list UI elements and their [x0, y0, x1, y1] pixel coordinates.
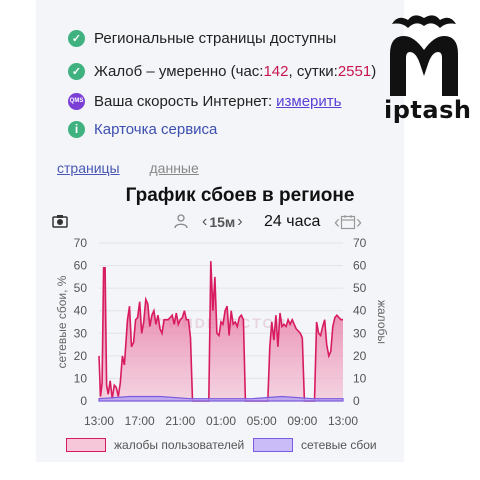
- measure-speed-link[interactable]: измерить: [276, 92, 342, 110]
- interval-value: 15м: [209, 214, 236, 230]
- x-tick-label: 17:00: [125, 414, 155, 428]
- y-tick-label-left: 40: [74, 304, 88, 318]
- complaints-area: [99, 261, 343, 401]
- y-tick-label-right: 60: [353, 259, 367, 273]
- status-speed: QMS Ваша скорость Интернет: измерить: [68, 90, 341, 112]
- info-icon: i: [68, 120, 85, 138]
- service-card-link[interactable]: Карточка сервиса: [94, 120, 218, 138]
- y-axis-label-right: жалобы: [375, 300, 389, 344]
- chart-title: График сбоев в регионе: [125, 185, 355, 206]
- period-prev-icon[interactable]: ‹: [334, 211, 340, 232]
- check-circle-icon: ✓: [68, 29, 85, 47]
- qms-icon: QMS: [68, 92, 85, 110]
- y-tick-label-left: 0: [80, 394, 87, 408]
- x-tick-label: 05:00: [247, 414, 277, 428]
- period-selector[interactable]: 24 часа: [264, 211, 320, 233]
- complaints-day-count: 2551: [337, 62, 372, 80]
- y-tick-label-left: 20: [74, 349, 88, 363]
- tab-pages[interactable]: страницы: [57, 160, 120, 176]
- user-icon[interactable]: [173, 213, 189, 229]
- y-axis-right: 0 10 20 30 40 50 60 70: [353, 236, 367, 408]
- legend-complaints[interactable]: жалобы пользователей: [66, 438, 244, 452]
- calendar-icon[interactable]: [340, 214, 356, 230]
- chevron-left-icon[interactable]: ‹: [202, 213, 208, 230]
- period-value: 24 часа: [264, 213, 321, 230]
- y-tick-label-left: 60: [74, 259, 88, 273]
- interval-selector[interactable]: ‹ 15м ›: [202, 211, 243, 233]
- y-tick-label-left: 30: [74, 326, 88, 340]
- x-tick-label: 01:00: [206, 414, 236, 428]
- legend-label-outages: сетевые сбои: [301, 438, 377, 452]
- y-axis-label-left: сетевые сбои, %: [55, 275, 69, 368]
- service-card[interactable]: i Карточка сервиса: [68, 118, 217, 140]
- legend-label-complaints: жалобы пользователей: [114, 438, 245, 452]
- legend-swatch-outages: [253, 438, 293, 452]
- x-axis: 13:00 17:00 21:00 01:00 05:00 09:00 13:00: [84, 414, 358, 428]
- complaints-hour-count: 142: [263, 62, 289, 80]
- outages-area: [98, 395, 344, 402]
- speed-text: Ваша скорость Интернет:: [94, 92, 273, 110]
- x-tick-label: 21:00: [165, 414, 195, 428]
- y-tick-label-right: 40: [353, 304, 367, 318]
- x-tick-label: 09:00: [287, 414, 317, 428]
- status-pages-text: Региональные страницы доступны: [94, 29, 337, 47]
- status-pages: ✓ Региональные страницы доступны: [68, 27, 336, 49]
- legend-outages[interactable]: сетевые сбои: [253, 438, 377, 452]
- y-tick-label-right: 10: [353, 371, 367, 385]
- logo-text: iptash: [384, 96, 472, 124]
- tab-data[interactable]: данные: [149, 160, 199, 176]
- y-tick-label-right: 20: [353, 349, 367, 363]
- period-next-icon[interactable]: ›: [356, 211, 362, 232]
- camera-icon[interactable]: [52, 213, 68, 229]
- y-tick-label-right: 0: [353, 394, 360, 408]
- legend-swatch-complaints: [66, 438, 106, 452]
- check-circle-icon: ✓: [68, 62, 85, 80]
- y-axis-left: 0 10 20 30 40 50 60 70: [74, 236, 88, 408]
- complaints-suffix: ): [371, 62, 377, 80]
- y-tick-label-right: 30: [353, 326, 367, 340]
- x-tick-label: 13:00: [84, 414, 114, 428]
- y-tick-label-right: 70: [353, 236, 367, 250]
- status-complaints: ✓ Жалоб – умеренно (час: 142, сутки: 255…: [68, 60, 376, 82]
- y-tick-label-left: 10: [74, 371, 88, 385]
- data-tabs: страницы данные: [57, 160, 225, 176]
- y-tick-label-left: 70: [74, 236, 88, 250]
- iptash-logo: [390, 15, 458, 96]
- calendar-nav[interactable]: ‹ ›: [334, 211, 362, 233]
- y-tick-label-right: 50: [353, 281, 367, 295]
- complaints-mid: , сутки:: [288, 62, 338, 80]
- complaints-line: [98, 261, 343, 402]
- chevron-right-icon[interactable]: ›: [237, 213, 243, 230]
- y-tick-label-left: 50: [74, 281, 88, 295]
- x-tick-label: 13:00: [328, 414, 358, 428]
- complaints-prefix: Жалоб – умеренно (час:: [94, 62, 264, 80]
